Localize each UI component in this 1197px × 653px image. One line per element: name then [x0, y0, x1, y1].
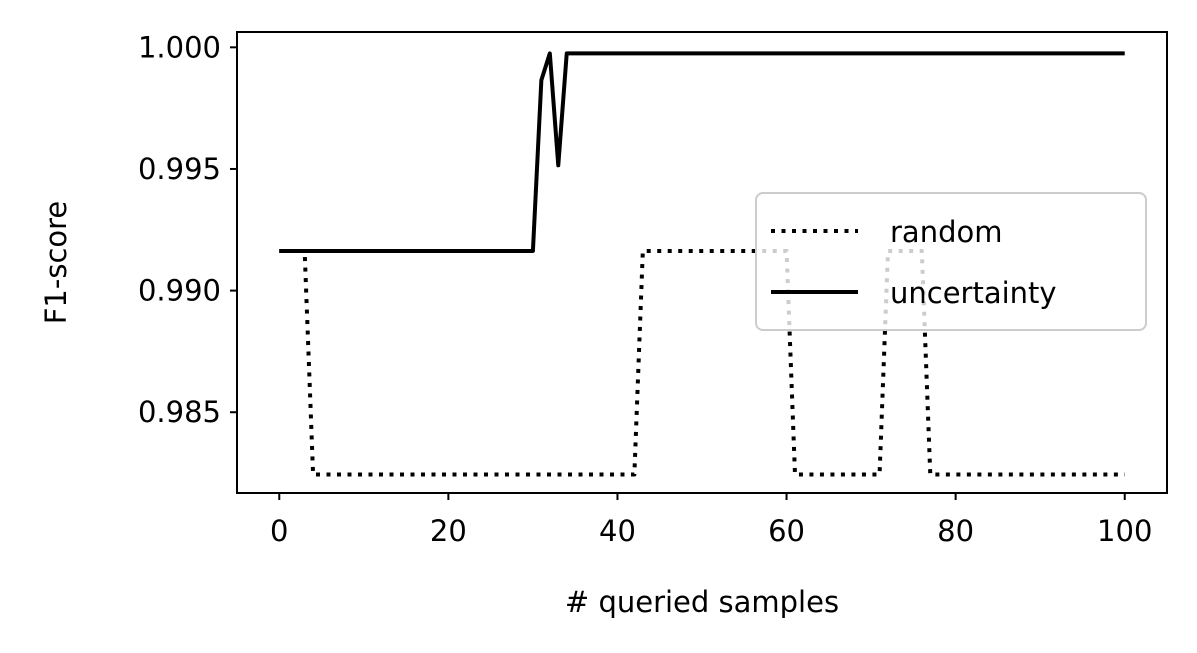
- y-axis: 0.985 0.990 0.995 1.000: [138, 30, 237, 429]
- y-tick-label: 0.995: [138, 152, 221, 186]
- x-tick-label: 40: [599, 514, 636, 548]
- plot-frame: [236, 31, 1168, 494]
- x-tick-label: 20: [430, 514, 467, 548]
- legend-label-uncertainty: uncertainty: [890, 276, 1057, 310]
- series-line-uncertainty: [279, 51, 1125, 253]
- y-tick-label: 0.985: [138, 395, 221, 429]
- x-tick-label: 80: [937, 514, 974, 548]
- y-tick-label: 0.990: [138, 274, 221, 308]
- legend-label-random: random: [890, 215, 1002, 249]
- y-axis-label: F1-score: [39, 201, 73, 325]
- y-tick-label: 1.000: [138, 30, 221, 64]
- legend-box: [755, 192, 1147, 331]
- x-tick-label: 100: [1097, 514, 1152, 548]
- series-line-random: [279, 248, 1125, 477]
- x-axis: 0 20 40 60 80 100: [270, 493, 1152, 548]
- series-layer: [279, 51, 1125, 477]
- x-axis-label: # queried samples: [565, 585, 839, 619]
- x-tick-label: 0: [270, 514, 288, 548]
- x-tick-label: 60: [768, 514, 805, 548]
- legend: random uncertainty: [755, 192, 1147, 331]
